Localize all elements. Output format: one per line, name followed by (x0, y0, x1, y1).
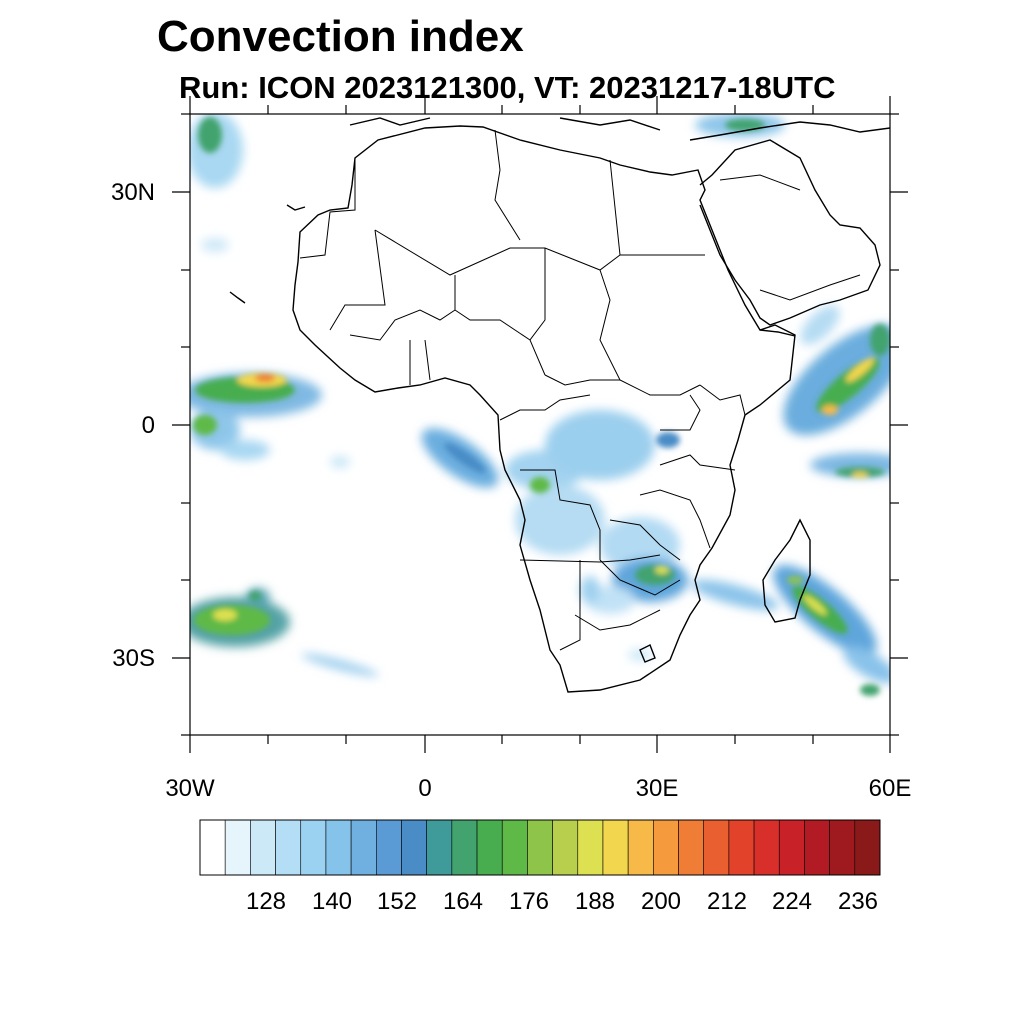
field-layer (190, 114, 890, 696)
colorbar-swatch (401, 819, 427, 876)
colorbar-swatch (602, 819, 629, 876)
lon-label-30e: 30E (635, 775, 679, 802)
colorbar-swatch (753, 819, 780, 876)
colorbar-swatch (350, 819, 377, 876)
colorbar-label: 152 (376, 888, 418, 915)
colorbar-label: 212 (706, 888, 748, 915)
lon-ticks (189, 96, 891, 753)
colorbar-swatch (250, 819, 276, 876)
colorbar-swatch (627, 819, 654, 876)
colorbar-swatch (275, 819, 302, 876)
colorbar-swatch (829, 819, 856, 876)
lat-label-30n: 30N (110, 179, 155, 206)
colorbar-swatch (527, 819, 553, 876)
coastlines (229, 117, 890, 693)
lon-label-0: 0 (418, 775, 432, 802)
country-borders (299, 129, 861, 651)
colorbar-label: 224 (771, 888, 813, 915)
colorbar-swatch (451, 819, 478, 876)
colorbar-swatch (703, 819, 730, 876)
colorbar-swatch (224, 819, 251, 876)
colorbar (199, 819, 881, 876)
colorbar-swatch (678, 819, 705, 876)
colorbar-swatch (426, 819, 453, 876)
colorbar-swatch (300, 819, 327, 876)
colorbar-label: 140 (311, 888, 353, 915)
colorbar-swatch (199, 819, 226, 876)
map-frame (189, 113, 891, 736)
colorbar-swatch (728, 819, 755, 876)
colorbar-label: 200 (640, 888, 682, 915)
strong-field (193, 117, 890, 696)
colorbar-frame (199, 819, 881, 876)
colorbar-label: 164 (442, 888, 484, 915)
colorbar-label: 188 (574, 888, 616, 915)
lat-label-30s: 30S (112, 645, 155, 672)
lat-label-0: 0 (141, 412, 155, 439)
lon-label-60e: 60E (868, 775, 912, 802)
colorbar-swatch (501, 819, 528, 876)
colorbar-label: 128 (245, 888, 287, 915)
colorbar-swatch (375, 819, 402, 876)
lat-ticks (172, 113, 908, 736)
colorbar-swatch (325, 819, 352, 876)
colorbar-swatch (854, 819, 881, 876)
colorbar-label: 236 (837, 888, 879, 915)
lon-label-30w: 30W (165, 775, 215, 802)
map-subtitle: Run: ICON 2023121300, VT: 20231217-18UTC (179, 70, 836, 105)
colorbar-swatch (653, 819, 679, 876)
colorbar-swatch (552, 819, 579, 876)
colorbar-swatch (804, 819, 830, 876)
colorbar-swatch (778, 819, 805, 876)
colorbar-swatch (476, 819, 503, 876)
colorbar-swatch (577, 819, 604, 876)
map-title: Convection index (157, 12, 524, 61)
colorbar-label: 176 (508, 888, 550, 915)
